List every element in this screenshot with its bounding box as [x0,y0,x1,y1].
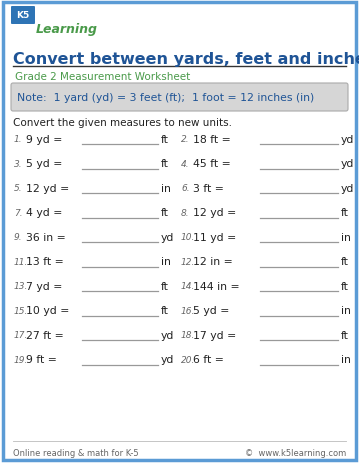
Text: 7.: 7. [14,208,23,218]
Text: Convert between yards, feet and inches: Convert between yards, feet and inches [13,52,359,67]
Text: 45 ft =: 45 ft = [193,159,231,169]
Text: 13.: 13. [14,282,28,291]
Text: 10 yd =: 10 yd = [26,306,69,316]
Text: ft: ft [161,159,169,169]
Text: in: in [161,257,171,267]
Text: 12.: 12. [181,257,195,266]
Text: 19.: 19. [14,355,28,364]
Text: 11 yd =: 11 yd = [193,232,236,243]
Text: 3.: 3. [14,160,23,169]
Text: 9.: 9. [14,233,23,242]
Text: in: in [341,306,351,316]
Text: 15.: 15. [14,307,28,315]
Text: 12 yd =: 12 yd = [26,184,69,194]
Text: 17 yd =: 17 yd = [193,330,236,340]
Text: ft: ft [341,330,349,340]
Text: 6.: 6. [181,184,190,193]
Text: 144 in =: 144 in = [193,282,239,291]
Text: 18 ft =: 18 ft = [193,135,231,144]
Text: in: in [341,355,351,365]
Text: ft: ft [161,135,169,144]
Text: 6 ft =: 6 ft = [193,355,224,365]
Text: ft: ft [161,282,169,291]
Text: 5 yd =: 5 yd = [193,306,229,316]
Text: yd: yd [341,159,354,169]
Text: yd: yd [341,135,354,144]
Text: Grade 2 Measurement Worksheet: Grade 2 Measurement Worksheet [15,72,190,82]
Text: 16.: 16. [181,307,195,315]
Text: in: in [161,184,171,194]
FancyBboxPatch shape [11,7,35,25]
Text: ft: ft [161,306,169,316]
Text: ft: ft [341,208,349,218]
Text: yd: yd [341,184,354,194]
Text: Note:  1 yard (yd) = 3 feet (ft);  1 foot = 12 inches (in): Note: 1 yard (yd) = 3 feet (ft); 1 foot … [17,93,314,103]
Text: ©  www.k5learning.com: © www.k5learning.com [245,448,346,457]
Text: 14.: 14. [181,282,195,291]
Text: 4 yd =: 4 yd = [26,208,62,218]
Text: 20.: 20. [181,355,195,364]
Text: yd: yd [161,330,174,340]
Text: 27 ft =: 27 ft = [26,330,64,340]
FancyBboxPatch shape [3,3,356,460]
Text: Convert the given measures to new units.: Convert the given measures to new units. [13,118,232,128]
Text: 8.: 8. [181,208,190,218]
Text: 3 ft =: 3 ft = [193,184,224,194]
Text: ft: ft [341,282,349,291]
Text: 4.: 4. [181,160,190,169]
Text: 1.: 1. [14,135,23,144]
Text: 10.: 10. [181,233,195,242]
Text: 11.: 11. [14,257,28,266]
FancyBboxPatch shape [11,84,348,112]
Text: 17.: 17. [14,331,28,340]
Text: 9 ft =: 9 ft = [26,355,57,365]
Text: 13 ft =: 13 ft = [26,257,64,267]
Text: 12 yd =: 12 yd = [193,208,236,218]
Text: 36 in =: 36 in = [26,232,66,243]
Text: Learning: Learning [36,24,98,37]
Text: 12 in =: 12 in = [193,257,233,267]
Text: 2.: 2. [181,135,190,144]
Text: ft: ft [341,257,349,267]
Text: 9 yd =: 9 yd = [26,135,62,144]
Text: 5 yd =: 5 yd = [26,159,62,169]
Text: yd: yd [161,355,174,365]
Text: ft: ft [161,208,169,218]
Text: K5: K5 [17,12,30,20]
Text: yd: yd [161,232,174,243]
Text: 5.: 5. [14,184,23,193]
Text: 18.: 18. [181,331,195,340]
Text: in: in [341,232,351,243]
Text: 7 yd =: 7 yd = [26,282,62,291]
Text: Online reading & math for K-5: Online reading & math for K-5 [13,448,139,457]
